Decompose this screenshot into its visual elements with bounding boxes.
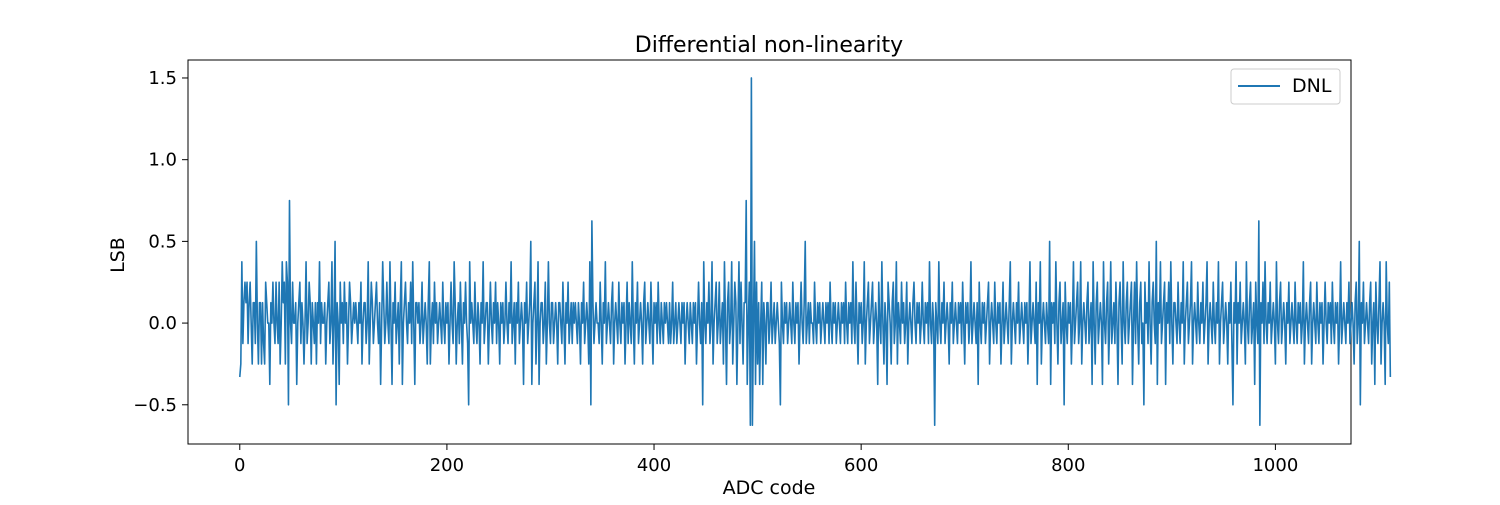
x-tick-label: 0 bbox=[234, 455, 245, 476]
x-tick-label: 600 bbox=[844, 455, 878, 476]
x-axis-label: ADC code bbox=[723, 477, 816, 499]
series-line-dnl bbox=[238, 77, 1392, 427]
y-tick-label: 1.0 bbox=[148, 150, 177, 171]
series-layer bbox=[238, 77, 1392, 427]
y-axis-label: LSB bbox=[107, 237, 129, 273]
x-tick-label: 400 bbox=[637, 455, 671, 476]
y-axis: −0.5 0.0 0.5 1.0 1.5 bbox=[133, 68, 188, 416]
chart-title: Differential non-linearity bbox=[635, 33, 903, 58]
legend-box bbox=[1230, 68, 1341, 105]
y-tick-label: 1.5 bbox=[148, 68, 177, 89]
y-tick-label: 0.0 bbox=[148, 313, 177, 334]
legend: DNL bbox=[1230, 68, 1341, 105]
plot-area-frame bbox=[187, 59, 1352, 445]
y-tick-label: −0.5 bbox=[133, 395, 177, 416]
x-tick-label: 200 bbox=[430, 455, 464, 476]
x-tick-label: 800 bbox=[1051, 455, 1085, 476]
x-axis: 0 200 400 600 800 1000 bbox=[234, 444, 1298, 476]
x-tick-label: 1000 bbox=[1252, 455, 1298, 476]
legend-label-dnl: DNL bbox=[1292, 75, 1332, 97]
y-tick-label: 0.5 bbox=[148, 231, 177, 252]
